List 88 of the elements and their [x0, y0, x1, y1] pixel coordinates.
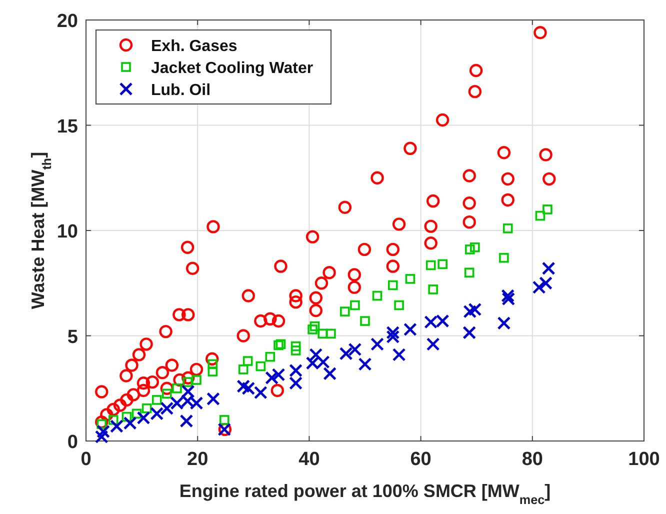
- point: [388, 280, 398, 290]
- point: [160, 402, 174, 416]
- point: [290, 341, 301, 352]
- y-tick-label: 15: [56, 116, 78, 138]
- x-axis-title: Engine rated power at 100% SMCR [MW$_{mec}$]: [179, 481, 551, 507]
- point: [181, 384, 195, 398]
- point: [132, 408, 142, 419]
- legend-label: Jacket Cooling Water: [151, 60, 314, 77]
- point: [326, 328, 336, 339]
- point: [502, 292, 516, 306]
- point: [265, 352, 276, 362]
- point: [289, 364, 303, 378]
- point: [180, 414, 194, 428]
- point: [463, 304, 477, 318]
- point: [96, 424, 110, 438]
- point: [122, 412, 132, 422]
- y-tick-label: 20: [56, 11, 78, 32]
- x-tick-label: 100: [628, 449, 660, 470]
- point: [162, 388, 172, 399]
- point: [535, 210, 546, 221]
- point: [502, 223, 513, 234]
- legend-label: Exh. Gases: [151, 38, 238, 55]
- point: [464, 268, 474, 278]
- y-tick-label: 0: [67, 432, 78, 453]
- point: [360, 316, 370, 326]
- point: [219, 415, 230, 425]
- legend-label: Lub. Oil: [151, 82, 211, 99]
- point: [289, 376, 303, 390]
- point: [532, 280, 546, 294]
- point: [150, 406, 164, 420]
- point: [350, 300, 360, 310]
- point: [370, 337, 384, 351]
- point: [142, 403, 152, 414]
- point: [172, 383, 182, 394]
- point: [372, 290, 382, 301]
- point: [276, 339, 286, 350]
- point: [468, 302, 482, 316]
- point: [94, 430, 108, 444]
- point: [499, 252, 509, 263]
- point: [272, 368, 286, 382]
- point: [542, 204, 552, 214]
- point: [438, 259, 448, 270]
- point: [208, 366, 218, 376]
- point: [426, 337, 440, 351]
- point: [136, 411, 150, 425]
- point: [539, 276, 552, 290]
- y-tick-label: 10: [56, 222, 78, 242]
- y-tick-label: 5: [67, 326, 78, 348]
- point: [318, 328, 328, 339]
- point: [542, 262, 556, 276]
- point: [108, 415, 118, 425]
- point: [386, 326, 400, 340]
- point: [428, 284, 438, 294]
- point: [404, 322, 417, 336]
- point: [405, 274, 416, 284]
- point: [394, 300, 404, 310]
- point: [470, 242, 480, 252]
- point: [96, 419, 107, 430]
- point: [339, 346, 353, 360]
- point: [348, 342, 362, 356]
- point: [308, 324, 318, 334]
- point: [340, 306, 350, 316]
- point: [462, 326, 476, 340]
- point: [465, 244, 475, 254]
- x-tick-label: 20: [187, 449, 208, 470]
- point: [290, 346, 301, 356]
- point: [238, 364, 248, 374]
- x-tick-label: 0: [80, 449, 92, 470]
- x-tick-label: 40: [298, 449, 320, 470]
- point: [392, 348, 406, 362]
- point: [274, 340, 284, 350]
- point: [309, 348, 323, 362]
- point: [242, 356, 253, 366]
- point: [358, 357, 372, 371]
- point: [236, 380, 250, 393]
- point: [152, 395, 162, 405]
- point: [192, 375, 202, 385]
- x-tick-label: 80: [522, 449, 543, 470]
- point: [497, 316, 511, 330]
- point: [256, 361, 266, 372]
- point: [426, 260, 436, 270]
- point: [265, 371, 279, 385]
- point: [501, 289, 515, 302]
- point: [206, 392, 220, 406]
- point: [323, 366, 337, 380]
- x-tick-label: 60: [410, 449, 432, 470]
- point: [310, 321, 320, 332]
- point: [208, 359, 218, 370]
